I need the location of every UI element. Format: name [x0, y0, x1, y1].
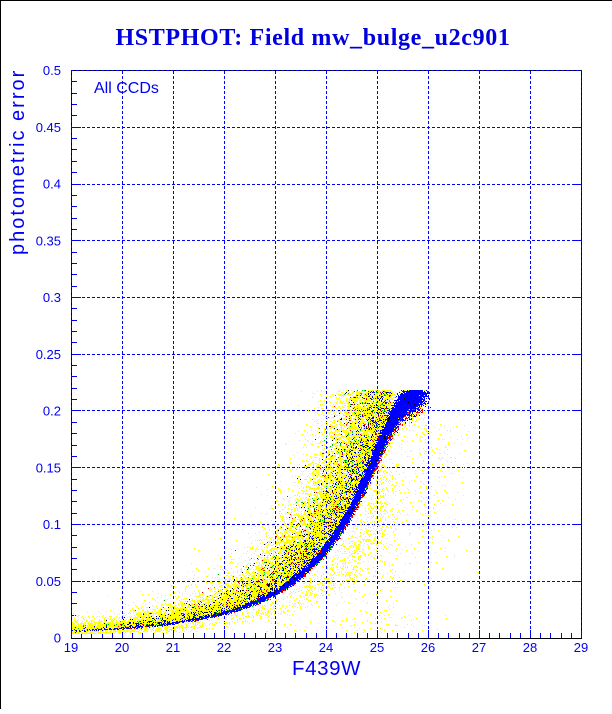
svg-text:23: 23	[268, 640, 282, 655]
svg-text:22: 22	[217, 640, 231, 655]
svg-text:0.4: 0.4	[43, 177, 61, 192]
svg-text:21: 21	[166, 640, 180, 655]
svg-text:25: 25	[370, 640, 384, 655]
svg-text:26: 26	[421, 640, 435, 655]
svg-text:F439W: F439W	[292, 657, 361, 680]
svg-text:HSTPHOT: Field mw_bulge_u2c901: HSTPHOT: Field mw_bulge_u2c901	[115, 25, 510, 51]
svg-text:0.25: 0.25	[36, 347, 61, 362]
svg-text:0.3: 0.3	[43, 290, 61, 305]
svg-text:0.45: 0.45	[36, 120, 61, 135]
svg-text:20: 20	[115, 640, 129, 655]
svg-text:0.35: 0.35	[36, 233, 61, 248]
svg-text:0.15: 0.15	[36, 460, 61, 475]
svg-text:0: 0	[54, 631, 61, 646]
svg-text:27: 27	[472, 640, 486, 655]
svg-text:29: 29	[574, 640, 588, 655]
svg-text:28: 28	[523, 640, 537, 655]
svg-text:0.2: 0.2	[43, 404, 61, 419]
svg-text:0.1: 0.1	[43, 517, 61, 532]
svg-text:19: 19	[64, 640, 78, 655]
svg-text:photometric error: photometric error	[7, 69, 29, 255]
svg-text:0.5: 0.5	[43, 63, 61, 78]
svg-text:All CCDs: All CCDs	[94, 80, 159, 97]
svg-text:0.05: 0.05	[36, 574, 61, 589]
svg-text:24: 24	[319, 640, 333, 655]
